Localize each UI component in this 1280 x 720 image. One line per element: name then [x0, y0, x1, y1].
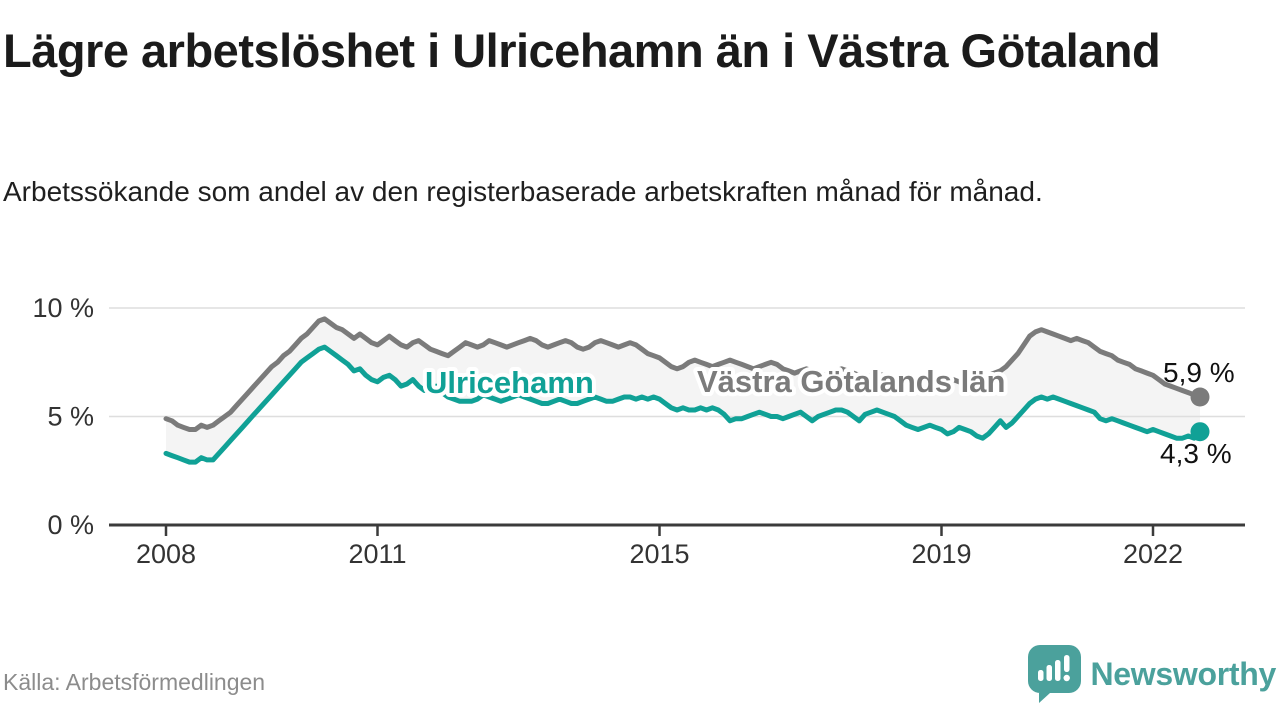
page-title: Lägre arbetslöshet i Ulricehamn än i Väs… — [3, 24, 1161, 77]
series-line-vastra-gotaland — [163, 316, 1203, 432]
exclamation-stem — [1063, 655, 1069, 672]
speech-bubble-shape — [1027, 645, 1081, 703]
exclamation-dot — [1063, 674, 1070, 682]
bar-3 — [1054, 660, 1060, 681]
series-line-ulricehamn — [163, 344, 1203, 465]
newsworthy-wordmark: Newsworthy — [1090, 655, 1277, 692]
x-tick-label: 2022 — [1123, 539, 1183, 569]
x-tick-label: 2011 — [348, 539, 406, 569]
series-label-vastra-gotaland: Västra Götalands län — [697, 364, 1005, 399]
y-tick-label: 0 % — [47, 510, 94, 540]
source-note: Källa: Arbetsförmedlingen — [3, 669, 266, 695]
y-tick-label: 5 % — [47, 402, 94, 432]
x-tick-label: 2015 — [629, 539, 689, 569]
newsworthy-logo-icon — [1027, 645, 1081, 703]
x-tick-label: 2019 — [911, 539, 971, 569]
x-tick-label: 2008 — [136, 539, 196, 569]
end-value-label-ulricehamn: 4,3 % — [1160, 438, 1232, 469]
bar-1 — [1037, 670, 1043, 681]
between-lines-band — [166, 318, 1200, 463]
newsworthy-logo: Newsworthy — [1027, 645, 1277, 703]
end-value-label-vastra-gotaland: 5,9 % — [1163, 357, 1235, 388]
y-tick-label: 10 % — [32, 293, 94, 323]
series-label-ulricehamn: Ulricehamn — [425, 365, 594, 400]
series-end-dot-ulricehamn — [1190, 422, 1210, 442]
series-end-dot-vastra-gotaland — [1190, 387, 1210, 407]
bar-2 — [1046, 665, 1052, 681]
line-chart: 0 % 5 % 10 % 2008 2011 2015 2019 2022 Västra Göt… — [32, 293, 1245, 569]
page-subtitle: Arbetssökande som andel av den registerb… — [3, 176, 1043, 207]
